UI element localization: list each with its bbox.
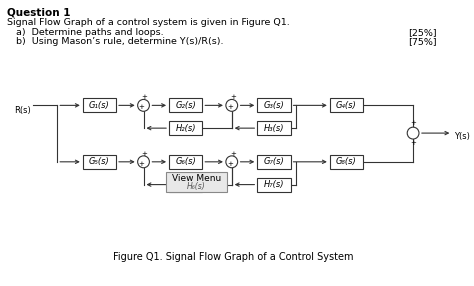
Bar bbox=[330, 98, 363, 112]
Text: G₆(s): G₆(s) bbox=[175, 157, 196, 166]
Text: H₆(s): H₆(s) bbox=[187, 182, 206, 191]
Text: +: + bbox=[227, 161, 233, 167]
Text: H₃(s): H₃(s) bbox=[264, 124, 284, 133]
Circle shape bbox=[226, 100, 237, 111]
Text: G₅(s): G₅(s) bbox=[89, 157, 110, 166]
Circle shape bbox=[407, 127, 419, 139]
Bar bbox=[257, 98, 291, 112]
Bar bbox=[169, 121, 202, 135]
Text: Question 1: Question 1 bbox=[7, 7, 71, 17]
Bar bbox=[83, 98, 116, 112]
Circle shape bbox=[137, 100, 149, 111]
Bar bbox=[169, 155, 202, 169]
Text: +: + bbox=[138, 161, 145, 167]
Circle shape bbox=[137, 156, 149, 168]
Text: View Menu: View Menu bbox=[172, 174, 221, 183]
Text: H₇(s): H₇(s) bbox=[264, 180, 284, 189]
Text: Signal Flow Graph of a control system is given in Figure Q1.: Signal Flow Graph of a control system is… bbox=[7, 18, 290, 27]
Text: a)  Determine paths and loops.: a) Determine paths and loops. bbox=[7, 28, 164, 37]
Bar bbox=[257, 178, 291, 192]
Text: G₇(s): G₇(s) bbox=[264, 157, 284, 166]
Text: +: + bbox=[142, 94, 147, 100]
Text: +: + bbox=[230, 94, 236, 100]
Text: G₂(s): G₂(s) bbox=[175, 101, 196, 110]
Text: [25%]: [25%] bbox=[408, 28, 437, 37]
Text: H₂(s): H₂(s) bbox=[175, 124, 196, 133]
Text: Figure Q1. Signal Flow Graph of a Control System: Figure Q1. Signal Flow Graph of a Contro… bbox=[113, 252, 354, 262]
Bar bbox=[166, 172, 227, 192]
Text: +: + bbox=[410, 120, 416, 126]
Circle shape bbox=[226, 156, 237, 168]
Text: +: + bbox=[142, 151, 147, 157]
Bar bbox=[257, 121, 291, 135]
Bar bbox=[169, 178, 202, 192]
Text: b)  Using Mason’s rule, determine Y(s)/R(s).: b) Using Mason’s rule, determine Y(s)/R(… bbox=[7, 37, 224, 46]
Text: G₁(s): G₁(s) bbox=[89, 101, 110, 110]
Text: +: + bbox=[230, 151, 236, 157]
Text: R(s): R(s) bbox=[14, 106, 31, 115]
Bar bbox=[83, 155, 116, 169]
Text: G₃(s): G₃(s) bbox=[264, 101, 284, 110]
Text: +: + bbox=[410, 140, 416, 146]
Text: +: + bbox=[138, 104, 145, 110]
Text: H₆(s): H₆(s) bbox=[175, 180, 196, 189]
Text: +: + bbox=[227, 104, 233, 110]
Bar bbox=[169, 98, 202, 112]
Text: G₈(s): G₈(s) bbox=[336, 157, 357, 166]
Bar bbox=[257, 155, 291, 169]
Text: [75%]: [75%] bbox=[408, 37, 437, 46]
Text: G₄(s): G₄(s) bbox=[336, 101, 357, 110]
Text: Y(s): Y(s) bbox=[454, 132, 470, 140]
Bar bbox=[330, 155, 363, 169]
